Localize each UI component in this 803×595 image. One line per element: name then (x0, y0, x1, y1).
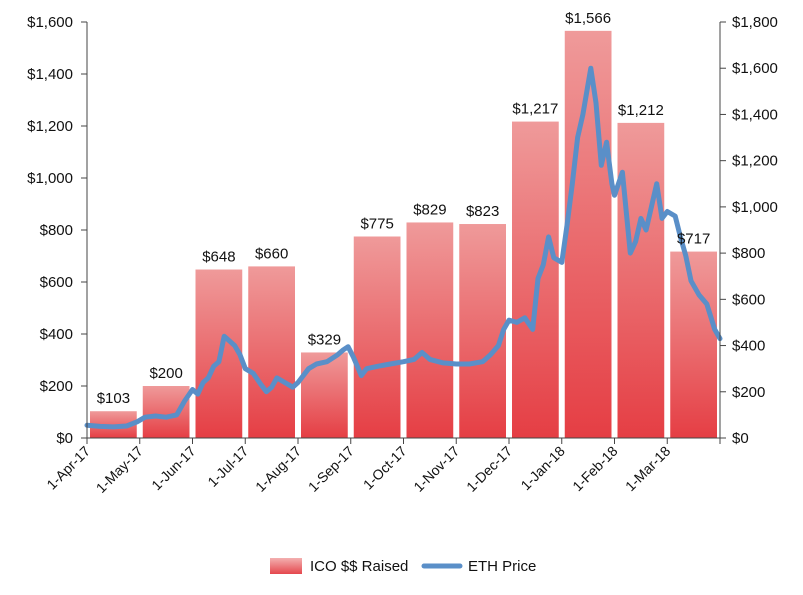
x-tick-label-10: 1-Feb-18 (569, 443, 621, 495)
x-tick-label-8: 1-Dec-17 (463, 443, 515, 495)
y-left-tick-label-7: $1,400 (27, 66, 73, 83)
y-left-tick-label-4: $800 (40, 222, 73, 239)
y-left-tick-label-0: $0 (56, 430, 73, 447)
data-label-1: $200 (149, 365, 182, 382)
y-right-tick-label-1: $200 (732, 384, 765, 401)
data-label-2: $648 (202, 249, 235, 266)
data-label-9: $1,566 (565, 10, 611, 27)
y-left-tick-label-2: $400 (40, 326, 73, 343)
data-label-4: $329 (308, 331, 341, 348)
x-tick-label-0: 1-Apr-17 (43, 443, 93, 493)
y-left-tick-label-5: $1,000 (27, 170, 73, 187)
axes: $0 $200 $400 $600 $800 $1,000 $1,200 $1,400 $1,6… (27, 14, 778, 496)
legend-label-eth: ETH Price (468, 558, 536, 575)
x-tick-label-7: 1-Nov-17 (410, 443, 462, 495)
legend-swatch-ico (270, 558, 302, 574)
y-right-tick-label-8: $1,600 (732, 60, 778, 77)
y-right-tick-label-3: $600 (732, 291, 765, 308)
bar-1 (142, 386, 190, 438)
legend: ICO $$ Raised ETH Price (270, 558, 536, 575)
y-right-tick-label-9: $1,800 (732, 14, 778, 31)
y-right-tick-label-7: $1,400 (732, 106, 778, 123)
x-tick-label-9: 1-Jan-18 (517, 443, 568, 494)
data-labels: $103 $200 $648 $660 $329 $775 $829 $823 $1,217 $1… (97, 10, 711, 407)
data-label-10: $1,212 (618, 102, 664, 119)
data-label-8: $1,217 (512, 101, 558, 118)
bar-3 (248, 266, 295, 438)
x-tick-label-11: 1-Mar-18 (622, 443, 674, 495)
data-label-11: $717 (677, 231, 710, 248)
bar-10 (617, 122, 665, 438)
x-tick-label-2: 1-Jun-17 (148, 443, 199, 494)
bar-4 (301, 352, 348, 438)
y-right-tick-label-6: $1,200 (732, 153, 778, 170)
x-tick-label-6: 1-Oct-17 (360, 443, 410, 493)
y-left-tick-label-1: $200 (40, 378, 73, 395)
data-label-0: $103 (97, 390, 130, 407)
line-series (84, 65, 723, 430)
x-tick-label-1: 1-May-17 (93, 443, 146, 496)
eth-price-line (84, 65, 723, 430)
bar-7 (459, 224, 506, 438)
data-label-7: $823 (466, 203, 499, 220)
data-label-5: $775 (360, 216, 393, 233)
y-right-tick-label-4: $800 (732, 245, 765, 262)
x-tick-label-3: 1-Jul-17 (204, 443, 251, 490)
y-right-tick-label-0: $0 (732, 430, 749, 447)
data-label-3: $660 (255, 245, 288, 262)
bar-9 (564, 30, 612, 439)
legend-label-ico: ICO $$ Raised (310, 558, 408, 575)
bar-series (90, 30, 717, 439)
y-right-tick-label-5: $1,000 (732, 199, 778, 216)
y-left-tick-label-8: $1,600 (27, 14, 73, 31)
bar-11 (670, 251, 717, 438)
y-right-tick-label-2: $400 (732, 338, 765, 355)
y-left-tick-label-6: $1,200 (27, 118, 73, 135)
data-label-6: $829 (413, 201, 446, 218)
y-left-tick-label-3: $600 (40, 274, 73, 291)
bar-5 (353, 236, 401, 438)
bar-6 (406, 222, 454, 438)
x-tick-label-5: 1-Sep-17 (305, 443, 357, 495)
x-tick-label-4: 1-Aug-17 (252, 443, 304, 495)
